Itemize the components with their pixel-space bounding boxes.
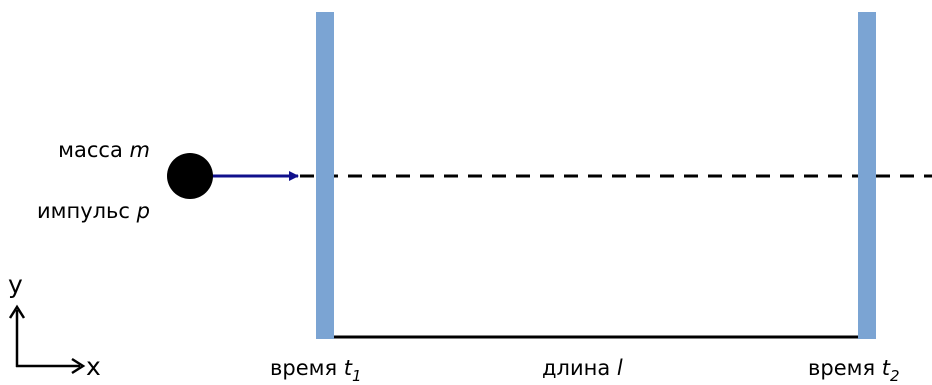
- x-axis-label: x: [86, 352, 101, 381]
- mass-label: масса m: [58, 138, 150, 162]
- x-axis-arrowhead: [71, 357, 86, 375]
- detector-1-bar: [316, 12, 334, 339]
- particle-dot: [167, 153, 213, 199]
- y-axis-label: y: [8, 270, 23, 299]
- detector-2-bar: [858, 12, 876, 339]
- momentum-label: импульс p: [37, 199, 150, 223]
- y-axis-arrowhead: [8, 304, 26, 319]
- detector-2-label: время t2: [808, 356, 900, 385]
- distance-label: длина l: [542, 356, 623, 380]
- detector-1-label: время t1: [270, 356, 362, 385]
